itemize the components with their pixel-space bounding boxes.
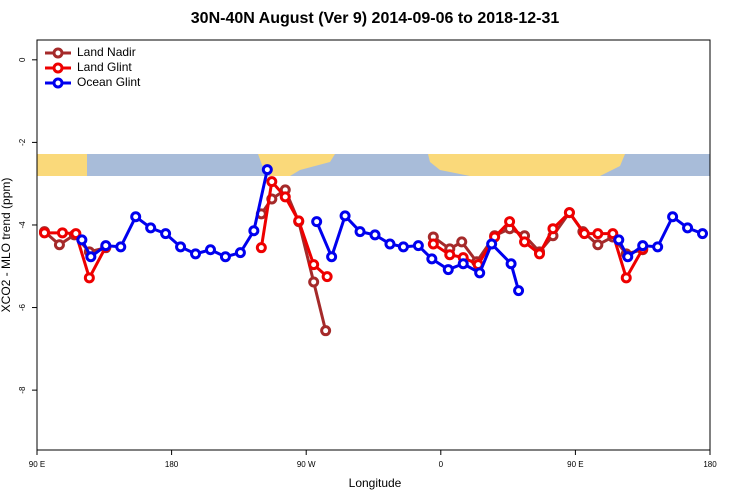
- data-point: [145, 222, 157, 234]
- legend-label: Ocean Glint: [77, 75, 141, 89]
- data-point: [308, 259, 320, 271]
- data-point: [160, 228, 172, 240]
- data-point: [513, 285, 525, 297]
- legend-label: Land Nadir: [77, 45, 136, 59]
- data-point: [652, 241, 664, 253]
- data-point: [427, 238, 439, 250]
- chart-title: 30N-40N August (Ver 9) 2014-09-06 to 201…: [191, 10, 560, 27]
- data-point: [56, 227, 68, 239]
- data-point: [456, 236, 468, 248]
- data-point: [547, 223, 559, 235]
- y-tick-label: 0: [18, 57, 27, 62]
- data-point: [204, 244, 216, 256]
- data-point: [505, 258, 517, 270]
- data-point: [320, 325, 332, 337]
- data-point: [622, 251, 634, 263]
- data-point: [592, 239, 604, 251]
- y-tick-label: -8: [18, 386, 27, 394]
- x-tick-label: 180: [165, 460, 179, 469]
- data-point: [412, 240, 424, 252]
- x-tick-label: 90 E: [29, 460, 45, 469]
- data-point: [190, 248, 202, 260]
- x-tick-label: 0: [439, 460, 444, 469]
- data-point: [266, 176, 278, 188]
- data-point: [442, 264, 454, 276]
- data-point: [76, 234, 88, 246]
- legend-marker: [52, 47, 64, 59]
- data-point: [354, 226, 366, 238]
- x-tick-label: 90 W: [297, 460, 316, 469]
- data-point: [578, 228, 590, 240]
- data-point: [607, 228, 619, 240]
- data-point: [100, 240, 112, 252]
- data-point: [682, 222, 694, 234]
- legend-marker: [52, 62, 64, 74]
- y-tick-label: -4: [18, 221, 27, 229]
- plot-frame: [36, 39, 711, 451]
- data-point: [613, 234, 625, 246]
- data-point: [83, 272, 95, 284]
- data-point: [261, 164, 273, 176]
- data-point: [397, 241, 409, 253]
- data-point: [474, 267, 486, 279]
- legend-label: Land Glint: [77, 60, 132, 74]
- data-point: [563, 207, 575, 219]
- data-point: [444, 249, 456, 261]
- data-point: [175, 241, 187, 253]
- data-point: [339, 210, 351, 222]
- y-tick-label: -2: [18, 138, 27, 146]
- data-point: [321, 271, 333, 283]
- data-point: [115, 241, 127, 253]
- data-point: [667, 211, 679, 223]
- data-point: [486, 238, 498, 250]
- data-point: [637, 240, 649, 252]
- data-point: [85, 251, 97, 263]
- y-axis-label: XCO2 - MLO trend (ppm): [0, 178, 13, 313]
- data-point: [255, 242, 267, 254]
- data-point: [248, 225, 260, 237]
- data-point: [384, 238, 396, 250]
- legend-marker: [52, 77, 64, 89]
- x-tick-label: 90 E: [567, 460, 583, 469]
- data-point: [697, 228, 709, 240]
- x-axis-label: Longitude: [349, 476, 402, 490]
- data-point: [620, 272, 632, 284]
- x-tick-label: 180: [703, 460, 717, 469]
- data-point: [38, 227, 50, 239]
- data-point: [234, 247, 246, 259]
- data-point: [308, 276, 320, 288]
- data-point: [53, 239, 65, 251]
- data-point: [130, 211, 142, 223]
- map-strip: [37, 154, 710, 176]
- data-point: [534, 248, 546, 260]
- data-point: [592, 228, 604, 240]
- data-point: [457, 258, 469, 270]
- data-point: [219, 251, 231, 263]
- data-point: [369, 229, 381, 241]
- data-point: [279, 191, 291, 203]
- data-point: [311, 216, 323, 228]
- data-point: [426, 253, 438, 265]
- data-point: [70, 228, 82, 240]
- data-point: [293, 215, 305, 227]
- data-point: [326, 251, 338, 263]
- data-point: [504, 216, 516, 228]
- data-point: [519, 236, 531, 248]
- y-tick-label: -6: [18, 303, 27, 311]
